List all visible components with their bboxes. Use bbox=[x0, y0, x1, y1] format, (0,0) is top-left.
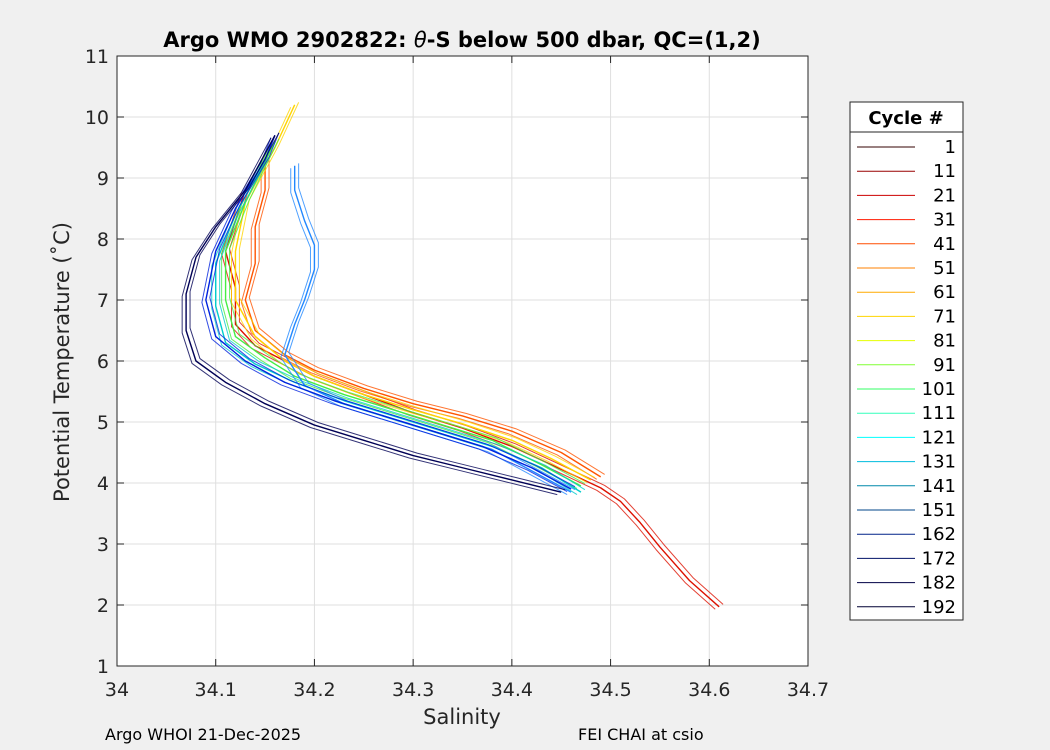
legend-label: 41 bbox=[933, 234, 956, 255]
y-tick-label: 6 bbox=[97, 351, 109, 373]
legend-label: 192 bbox=[922, 597, 956, 618]
series-line-blue bbox=[201, 137, 568, 492]
series-line-cyan bbox=[219, 157, 586, 491]
legend-label: 11 bbox=[933, 161, 956, 182]
series-line-navy bbox=[189, 132, 566, 491]
y-tick-label: 7 bbox=[97, 290, 109, 312]
legend-label: 21 bbox=[933, 185, 956, 206]
series-line-orange bbox=[240, 162, 598, 480]
legend-label: 172 bbox=[922, 548, 956, 569]
legend-label: 162 bbox=[922, 524, 956, 545]
y-tick-label: 1 bbox=[97, 656, 109, 678]
x-tick-label: 34.6 bbox=[688, 679, 730, 701]
legend-label: 101 bbox=[922, 379, 956, 400]
series-line-navy bbox=[181, 137, 558, 496]
series-line-yellow bbox=[238, 102, 596, 478]
series-line-green bbox=[224, 141, 582, 487]
legend-label: 131 bbox=[922, 452, 956, 473]
legend-label: 151 bbox=[922, 500, 956, 521]
grid bbox=[117, 56, 808, 666]
legend-box bbox=[849, 101, 964, 621]
legend-label: 1 bbox=[945, 137, 956, 158]
y-tick-label: 2 bbox=[97, 595, 109, 617]
x-tick-label: 34.2 bbox=[293, 679, 335, 701]
x-tick-label: 34.7 bbox=[787, 679, 829, 701]
series-line-orange bbox=[248, 157, 605, 475]
x-tick-label: 34.5 bbox=[589, 679, 631, 701]
legend-label: 141 bbox=[922, 476, 956, 497]
legend-label: 51 bbox=[933, 258, 956, 279]
legend-label: 111 bbox=[922, 403, 956, 424]
y-tick-label: 3 bbox=[97, 534, 109, 556]
legend-label: 121 bbox=[922, 427, 956, 448]
legend-label: 81 bbox=[933, 331, 956, 352]
legend-label: 182 bbox=[922, 573, 956, 594]
footer-right: FEI CHAI at csio bbox=[578, 725, 704, 744]
y-axis-label: Potential Temperature (˚C) bbox=[50, 222, 74, 502]
y-tick-label: 4 bbox=[97, 473, 109, 495]
legend: Cycle # 11121314151617181911011111211311… bbox=[849, 101, 964, 621]
y-tick-labels: 1 2 3 4 5 6 7 8 9 10 11 bbox=[85, 46, 109, 678]
legend-label: 71 bbox=[933, 306, 956, 327]
footer-left: Argo WHOI 21-Dec-2025 bbox=[105, 725, 301, 744]
series-line-navy bbox=[185, 134, 562, 493]
y-tick-label: 10 bbox=[85, 107, 109, 129]
series-line-orange bbox=[244, 159, 602, 478]
ticks bbox=[116, 55, 809, 667]
x-tick-label: 34.3 bbox=[392, 679, 434, 701]
series-line-green bbox=[229, 138, 586, 485]
chart-title: Argo WMO 2902822: θ-S below 500 dbar, QC… bbox=[163, 28, 760, 52]
legend-label: 31 bbox=[933, 210, 956, 231]
y-tick-label: 8 bbox=[97, 229, 109, 251]
legend-entries: 1112131415161718191101111121131141151162… bbox=[857, 137, 956, 618]
y-tick-label: 11 bbox=[85, 46, 109, 68]
x-tick-label: 34.1 bbox=[195, 679, 237, 701]
series-line-blue bbox=[205, 135, 572, 490]
legend-label: 91 bbox=[933, 355, 956, 376]
series-line-green bbox=[221, 143, 578, 489]
x-tick-label: 34 bbox=[105, 679, 129, 701]
legend-label: 61 bbox=[933, 282, 956, 303]
x-tick-labels: 34 34.1 34.2 34.3 34.4 34.5 34.6 34.7 bbox=[105, 679, 829, 701]
x-tick-label: 34.4 bbox=[491, 679, 533, 701]
y-tick-label: 9 bbox=[97, 168, 109, 190]
y-tick-label: 5 bbox=[97, 412, 109, 434]
series-layer bbox=[181, 102, 724, 610]
legend-title: Cycle # bbox=[868, 108, 943, 129]
x-axis-label: Salinity bbox=[423, 705, 501, 729]
series-line-blue bbox=[209, 132, 576, 488]
